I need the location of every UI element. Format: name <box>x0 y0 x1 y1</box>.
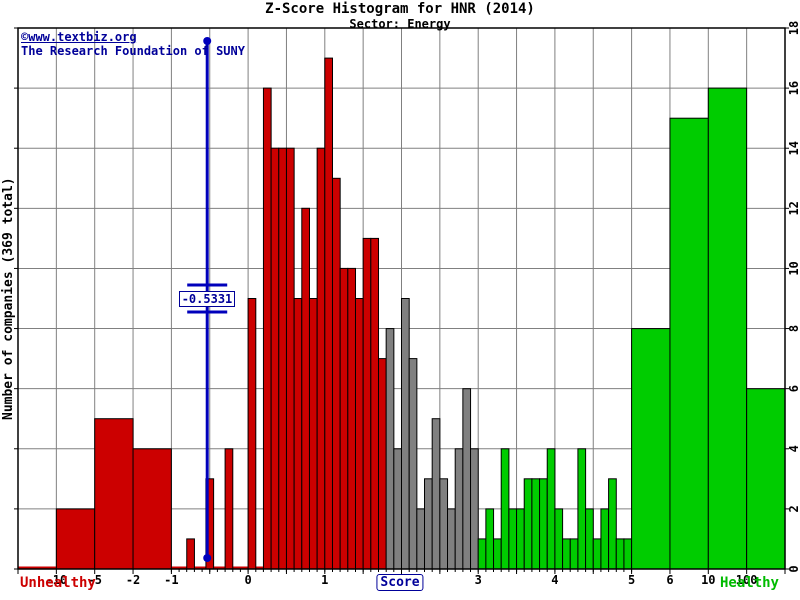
histogram-bar <box>592 538 602 570</box>
x-tick-label: 1 <box>321 573 328 587</box>
x-tick-label: 4 <box>551 573 558 587</box>
histogram-bar <box>316 147 326 570</box>
histogram-bar <box>408 358 418 570</box>
marker-label: -0.5331 <box>178 291 236 307</box>
histogram-bar <box>539 478 548 570</box>
chart-subtitle: Sector: Energy <box>349 17 451 31</box>
histogram-bar <box>278 147 287 570</box>
x-tick-label: -2 <box>126 573 140 587</box>
healthy-label: Healthy <box>719 575 779 591</box>
zone-strip <box>18 566 387 569</box>
histogram-bar <box>493 538 502 570</box>
y-tick-label: 10 <box>787 261 800 275</box>
x-tick-label: 3 <box>475 573 482 587</box>
y-tick-label: 12 <box>787 201 800 215</box>
y-axis-label: Number of companies (369 total) <box>1 177 16 420</box>
histogram-bar <box>132 448 172 570</box>
histogram-bar <box>569 538 579 570</box>
histogram-bar <box>393 448 403 570</box>
histogram-bar <box>347 267 357 570</box>
page-title: Z-Score Histogram for HNR (2014) <box>265 1 535 17</box>
y-tick-label: 16 <box>787 81 800 95</box>
x-tick-label: 6 <box>666 573 673 587</box>
histogram-bar <box>500 448 510 570</box>
histogram-bar <box>262 87 272 570</box>
histogram-bar <box>431 418 441 570</box>
y-tick-label: 14 <box>787 141 800 155</box>
histogram-bar <box>523 478 533 570</box>
histogram-bar <box>385 328 395 570</box>
histogram-bar <box>454 448 464 570</box>
histogram-bar <box>416 508 426 570</box>
histogram-bar <box>608 478 617 570</box>
y-tick-label: 8 <box>787 325 800 332</box>
watermark-line2: The Research Foundation of SUNY <box>21 44 245 58</box>
x-tick-label: -1 <box>164 573 178 587</box>
y-tick-label: 0 <box>787 565 800 572</box>
histogram-bar <box>585 508 594 570</box>
textbiz-link[interactable]: ©www.textbiz.org <box>21 30 137 44</box>
x-tick-label: 10 <box>701 573 715 587</box>
histogram-bar <box>746 388 786 570</box>
x-tick-label: 0 <box>244 573 251 587</box>
y-tick-label: 18 <box>787 21 800 35</box>
histogram-bar <box>293 298 303 570</box>
histogram-bar <box>669 117 709 570</box>
histogram-bar <box>301 207 310 570</box>
histogram-bar <box>247 298 257 570</box>
histogram-bar <box>339 267 349 570</box>
histogram-bar <box>224 448 234 570</box>
histogram-bar <box>577 448 587 570</box>
histogram-bar <box>324 57 333 570</box>
histogram-bar <box>631 328 671 570</box>
histogram-bar <box>516 508 525 570</box>
histogram-bar <box>186 538 195 570</box>
histogram-bar <box>623 538 633 570</box>
histogram-bar <box>462 388 472 570</box>
histogram-bar <box>362 237 372 570</box>
marker-top-dot <box>203 37 212 45</box>
histogram-bar <box>94 418 134 570</box>
y-tick-label: 6 <box>787 385 800 392</box>
histogram-bar <box>600 508 610 570</box>
histogram-bar <box>401 298 410 570</box>
marker-bottom-dot <box>203 554 212 562</box>
histogram-bar <box>377 358 387 570</box>
x-tick-label: 5 <box>628 573 635 587</box>
x-tick-label: 100 <box>736 573 758 587</box>
histogram-bar <box>562 538 571 570</box>
unhealthy-label: Unhealthy <box>20 575 96 591</box>
histogram-bar <box>615 538 625 570</box>
histogram-bar <box>470 448 479 570</box>
histogram-bar <box>354 298 364 570</box>
x-tick-label: -10 <box>46 573 68 587</box>
x-tick-label: -5 <box>87 573 101 587</box>
histogram-bar <box>531 478 541 570</box>
histogram-bar <box>370 237 380 570</box>
histogram-bar <box>477 538 487 570</box>
histogram-bar <box>439 478 449 570</box>
histogram-bar <box>447 508 456 570</box>
y-tick-label: 2 <box>787 505 800 512</box>
histogram-bar <box>554 508 564 570</box>
x-axis-label: Score <box>376 574 424 591</box>
histogram-bar <box>55 508 96 570</box>
histogram-bar <box>485 508 495 570</box>
histogram-bar <box>424 478 433 570</box>
histogram-bar <box>707 87 748 570</box>
histogram-bar <box>546 448 556 570</box>
histogram-bar <box>508 508 518 570</box>
y-tick-label: 4 <box>787 445 800 452</box>
histogram-bar <box>285 147 295 570</box>
watermark: ©www.textbiz.org The Research Foundation… <box>21 30 245 58</box>
histogram-bar <box>308 298 318 570</box>
histogram-bar <box>270 147 280 570</box>
histogram-bar <box>331 177 341 570</box>
